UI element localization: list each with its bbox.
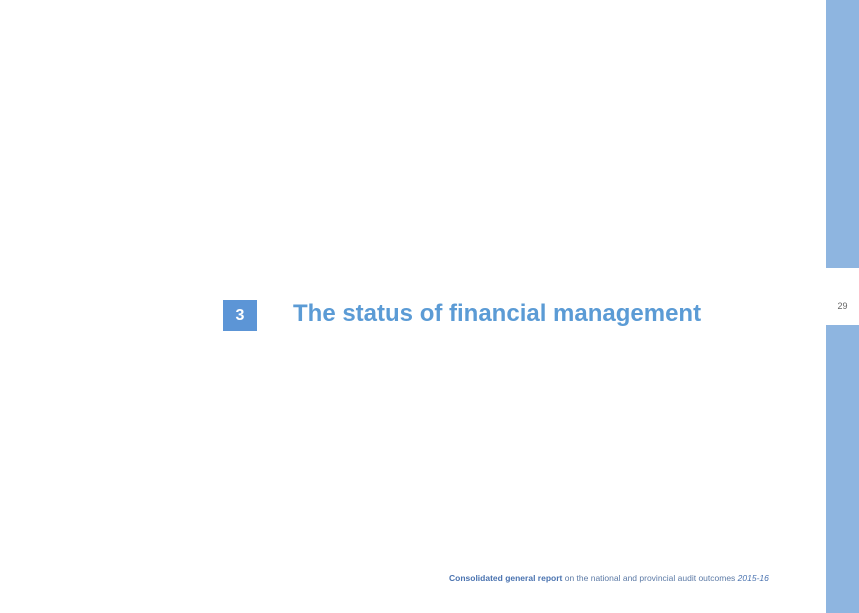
footer-report-year: 2015-16 xyxy=(737,573,769,583)
chapter-title: The status of financial management xyxy=(293,300,702,327)
page-number: 29 xyxy=(837,301,848,311)
sidebar-bar-top xyxy=(826,0,859,268)
footer: Consolidated general report on the natio… xyxy=(449,572,769,584)
footer-report-subtitle: on the national and provincial audit out… xyxy=(562,573,738,583)
sidebar-bar-bottom xyxy=(826,325,859,613)
chapter-number-badge: 3 xyxy=(223,300,257,331)
chapter-number: 3 xyxy=(235,306,245,324)
footer-report-title: Consolidated general report xyxy=(449,573,563,583)
